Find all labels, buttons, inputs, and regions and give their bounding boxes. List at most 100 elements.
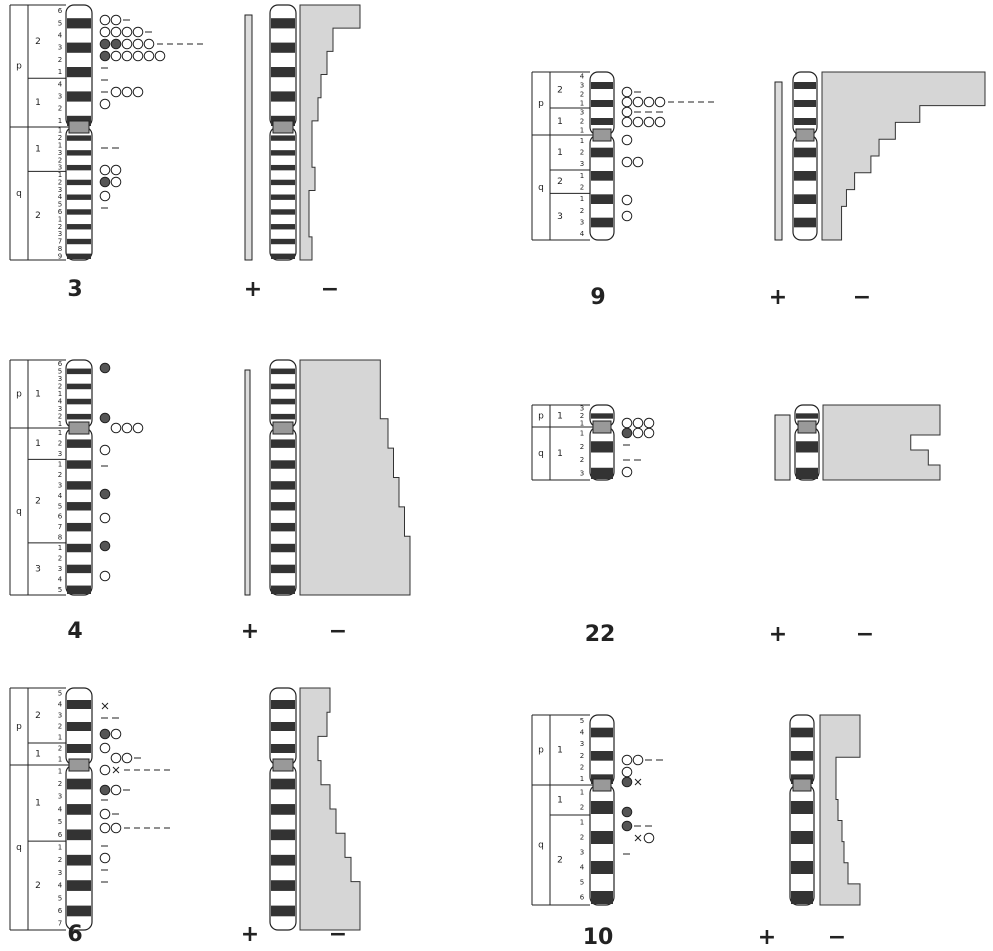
band-label: 4: [58, 882, 63, 890]
band-label: 3: [580, 219, 584, 227]
chromosome: [66, 688, 92, 930]
dark-band: [271, 209, 295, 214]
arm-label: p: [16, 390, 22, 400]
marker: [633, 97, 643, 107]
marker: [133, 87, 143, 97]
band-label: 4: [580, 729, 585, 737]
chromosome-number: 10: [583, 925, 614, 950]
dark-band: [591, 891, 613, 904]
band-label: 3: [58, 93, 62, 101]
band-label: 5: [58, 894, 62, 902]
dark-band: [591, 751, 613, 761]
dark-band: [271, 439, 295, 447]
region-label: 2: [35, 881, 41, 891]
band-label: 1: [58, 767, 62, 775]
marker: [644, 833, 654, 843]
plus-label: +: [241, 619, 259, 644]
dark-band: [794, 118, 816, 125]
region-label: 1: [35, 750, 41, 760]
band-label: 7: [58, 920, 62, 928]
plus-label: +: [758, 925, 776, 950]
dark-band: [591, 218, 613, 228]
dark-band: [67, 779, 91, 790]
region-label: 1: [35, 799, 41, 809]
region-label: 1: [557, 449, 563, 459]
band-label: 2: [58, 554, 62, 562]
marker: [655, 117, 665, 127]
region-label: 2: [557, 856, 563, 866]
marker: [111, 823, 121, 833]
band-label: 2: [580, 184, 584, 192]
chromosome: [590, 715, 614, 905]
dark-band: [796, 468, 818, 479]
band-label: 2: [58, 723, 62, 731]
dark-band: [67, 439, 91, 447]
dark-band: [271, 399, 295, 405]
chromosome-number: 4: [67, 619, 82, 644]
centromere: [796, 129, 814, 141]
arm-label: p: [16, 722, 22, 732]
dark-band: [591, 413, 613, 418]
band-label: 6: [58, 7, 63, 15]
dark-band: [591, 194, 613, 204]
dark-band: [271, 880, 295, 891]
chromosome-number: 6: [67, 922, 82, 947]
dark-band: [791, 861, 813, 874]
arm-label: q: [538, 841, 544, 851]
dark-band: [271, 135, 295, 140]
band-label: 2: [58, 471, 62, 479]
band-label: 1: [580, 419, 584, 427]
marker: [622, 117, 632, 127]
region-label: 2: [35, 211, 41, 221]
band-label: 2: [580, 804, 584, 812]
minus-label: −: [329, 619, 347, 644]
marker: [122, 51, 132, 61]
band-label: 2: [58, 440, 62, 448]
dark-band: [271, 369, 295, 375]
region-label: 2: [35, 711, 41, 721]
marker: [100, 445, 110, 455]
band-label: 4: [58, 80, 63, 88]
dark-band: [591, 148, 613, 158]
dark-band: [271, 180, 295, 185]
dark-band: [591, 171, 613, 181]
band-label: 1: [58, 429, 62, 437]
dark-band: [67, 195, 91, 200]
marker: [100, 51, 110, 61]
band-label: 5: [58, 690, 62, 698]
region-label: 1: [557, 117, 563, 127]
band-label: 2: [580, 91, 584, 99]
band-label: 1: [580, 127, 584, 135]
marker: [111, 785, 121, 795]
centromere: [273, 422, 293, 434]
dark-band: [271, 239, 295, 244]
dark-band: [67, 586, 91, 594]
marker: [122, 39, 132, 49]
marker: [100, 39, 110, 49]
band-label: 2: [580, 149, 584, 157]
marker: [111, 423, 121, 433]
profile: [822, 72, 985, 240]
band-label: 1: [58, 734, 62, 742]
region-label: 1: [557, 412, 563, 422]
centromere: [69, 422, 89, 434]
band-label: 3: [58, 869, 62, 877]
dark-band: [591, 118, 613, 125]
marker: [655, 97, 665, 107]
marker: [622, 428, 632, 438]
marker: [133, 39, 143, 49]
marker: [100, 413, 110, 423]
marker: [622, 107, 632, 117]
chromosome: [270, 688, 296, 930]
marker: [644, 117, 654, 127]
marker: [633, 117, 643, 127]
chromosome: [795, 405, 819, 480]
region-label: 2: [557, 177, 563, 187]
band-label: 6: [58, 907, 63, 915]
marker: [100, 27, 110, 37]
marker: [111, 165, 121, 175]
band-label: 1: [58, 117, 62, 125]
region-label: 2: [35, 37, 41, 47]
band-label: 3: [580, 82, 584, 90]
dark-band: [67, 254, 91, 259]
